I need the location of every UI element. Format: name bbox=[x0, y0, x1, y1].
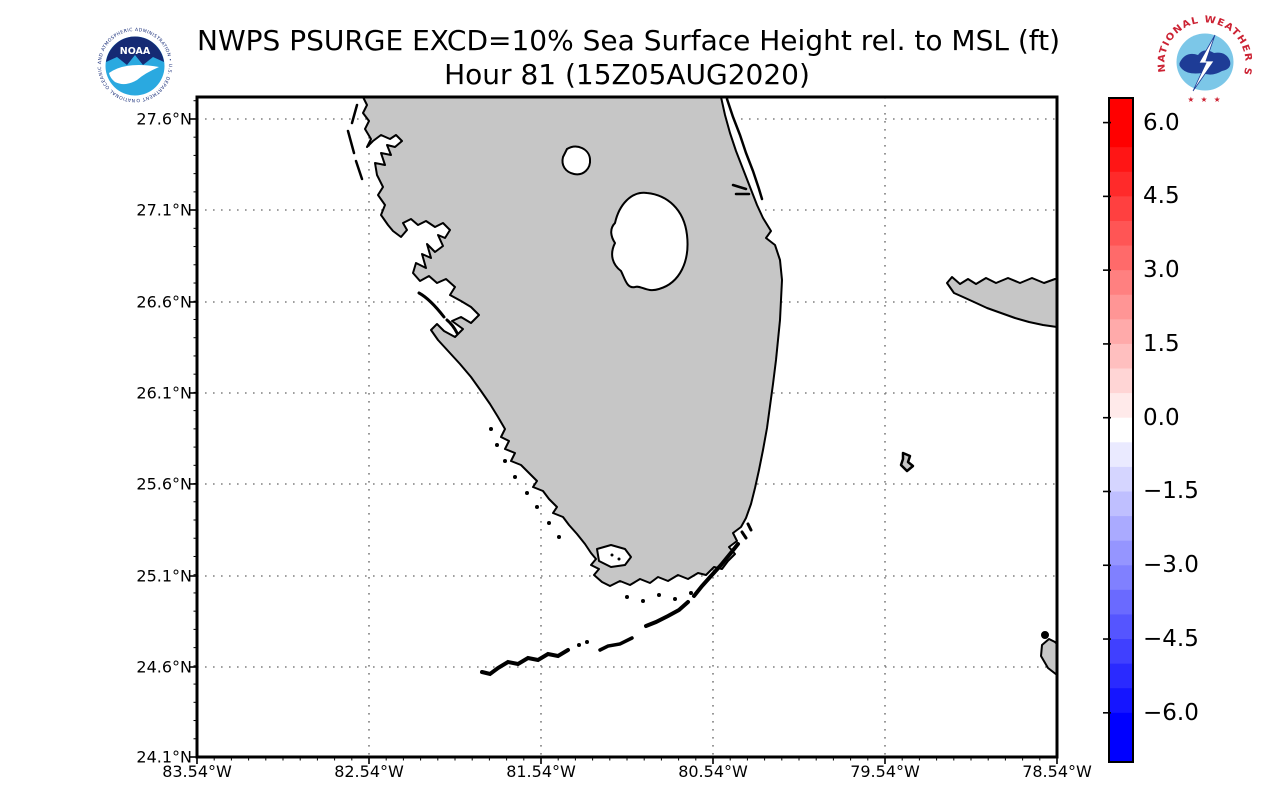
map-title-block: NWPS PSURGE EXCD=10% Sea Surface Height … bbox=[197, 24, 1061, 92]
lat-tick-label: 27.6°N bbox=[136, 109, 192, 129]
colorbar-tick-label: −4.5 bbox=[1143, 626, 1199, 653]
upper-florida-keys bbox=[692, 542, 740, 598]
map-title: NWPS PSURGE EXCD=10% Sea Surface Height … bbox=[197, 24, 1061, 57]
colorbar-band bbox=[1109, 417, 1133, 443]
nws-stars: ★ ★ ★ bbox=[1188, 95, 1223, 104]
lon-tick-label: 82.54°W bbox=[334, 762, 404, 781]
colorbar-bands bbox=[1109, 98, 1133, 763]
colorbar-band bbox=[1109, 442, 1133, 468]
lon-tick-label: 78.54°W bbox=[1022, 762, 1092, 781]
colorbar-band bbox=[1109, 491, 1133, 517]
middle-florida-keys bbox=[644, 600, 690, 628]
lon-tick-label: 79.54°W bbox=[850, 762, 920, 781]
noaa-center-text: NOAA bbox=[120, 46, 151, 57]
barrier-island bbox=[354, 159, 364, 181]
colorbar-tick-label: 1.5 bbox=[1143, 330, 1180, 357]
colorbar-band bbox=[1109, 589, 1133, 616]
colorbar-band bbox=[1109, 294, 1133, 320]
colorbar-band bbox=[1109, 663, 1133, 689]
lat-tick-label: 25.1°N bbox=[136, 566, 192, 586]
colorbar-band bbox=[1109, 639, 1133, 665]
colorbar-band bbox=[1109, 270, 1133, 296]
lake-okeechobee bbox=[610, 191, 689, 292]
grand-bahama-island bbox=[946, 276, 1058, 328]
colorbar-band bbox=[1109, 688, 1133, 714]
lat-tick-label: 27.1°N bbox=[136, 200, 192, 220]
lat-tick-label: 25.6°N bbox=[136, 474, 192, 494]
lon-tick-label: 80.54°W bbox=[678, 762, 748, 781]
colorbar bbox=[1103, 97, 1134, 763]
indian-river-barrier bbox=[725, 97, 764, 201]
colorbar-tick-label: 0.0 bbox=[1143, 404, 1180, 431]
colorbar-band bbox=[1109, 368, 1133, 394]
sanibel-island bbox=[417, 291, 446, 319]
colorbar-band bbox=[1109, 98, 1133, 124]
colorbar-tick-label: 3.0 bbox=[1143, 257, 1180, 284]
colorbar-band bbox=[1109, 466, 1133, 493]
small-islets bbox=[489, 427, 693, 647]
colorbar-band bbox=[1109, 393, 1133, 419]
map-subtitle: Hour 81 (15Z05AUG2020) bbox=[444, 58, 810, 91]
colorbar-band bbox=[1109, 737, 1133, 763]
colorbar-band bbox=[1109, 614, 1133, 640]
colorbar-tick-label: 6.0 bbox=[1143, 109, 1180, 136]
lat-tick-label: 26.6°N bbox=[136, 292, 192, 312]
estero-island bbox=[445, 318, 459, 335]
lake-istokpoga bbox=[561, 145, 592, 176]
colorbar-band bbox=[1109, 565, 1133, 591]
barrier-island bbox=[346, 129, 356, 155]
barrier-islands-and-keys bbox=[346, 97, 764, 677]
lat-tick-label: 24.6°N bbox=[136, 657, 192, 677]
lon-tick-label: 83.54°W bbox=[162, 762, 232, 781]
biscayne-keys bbox=[740, 522, 753, 540]
colorbar-band bbox=[1109, 171, 1133, 197]
bimini-island bbox=[899, 451, 915, 473]
colorbar-band bbox=[1109, 122, 1133, 148]
lat-tick-label: 26.1°N bbox=[136, 383, 192, 403]
lat-tick-label: 24.1°N bbox=[136, 747, 192, 767]
noaa-logo: NATIONAL OCEANIC AND ATMOSPHERIC ADMINIS… bbox=[96, 26, 174, 104]
colorbar-border bbox=[1108, 97, 1134, 763]
small-island bbox=[1041, 631, 1049, 639]
whitewater-bay bbox=[596, 544, 632, 568]
colorbar-band bbox=[1109, 147, 1133, 173]
colorbar-tick-label: −1.5 bbox=[1143, 478, 1199, 505]
plot-border bbox=[195, 95, 1059, 759]
barrier-island bbox=[350, 103, 359, 125]
st-lucie-inlet bbox=[731, 183, 751, 196]
colorbar-band bbox=[1109, 220, 1133, 247]
colorbar-band bbox=[1109, 196, 1133, 222]
lon-tick-label: 81.54°W bbox=[506, 762, 576, 781]
colorbar-tick-label: −3.0 bbox=[1143, 552, 1199, 579]
lower-florida-keys bbox=[480, 648, 570, 677]
florida-surge-map bbox=[190, 95, 1059, 764]
colorbar-band bbox=[1109, 343, 1133, 370]
noaa-navy-fan bbox=[106, 36, 164, 65]
colorbar-band bbox=[1109, 319, 1133, 345]
colorbar-band bbox=[1109, 516, 1133, 542]
colorbar-band bbox=[1109, 712, 1133, 739]
nws-logo: NATIONAL WEATHER SERVICE ★ ★ ★ bbox=[1157, 12, 1253, 107]
colorbar-band bbox=[1109, 245, 1133, 271]
noaa-gull-icon bbox=[109, 65, 159, 85]
colorbar-tick-label: 4.5 bbox=[1143, 183, 1180, 210]
lakes bbox=[561, 145, 689, 568]
nws-lightning-bolt-icon bbox=[1192, 34, 1216, 92]
marathon-keys bbox=[598, 636, 634, 652]
colorbar-band bbox=[1109, 540, 1133, 566]
colorbar-tick-label: −6.0 bbox=[1143, 699, 1199, 726]
